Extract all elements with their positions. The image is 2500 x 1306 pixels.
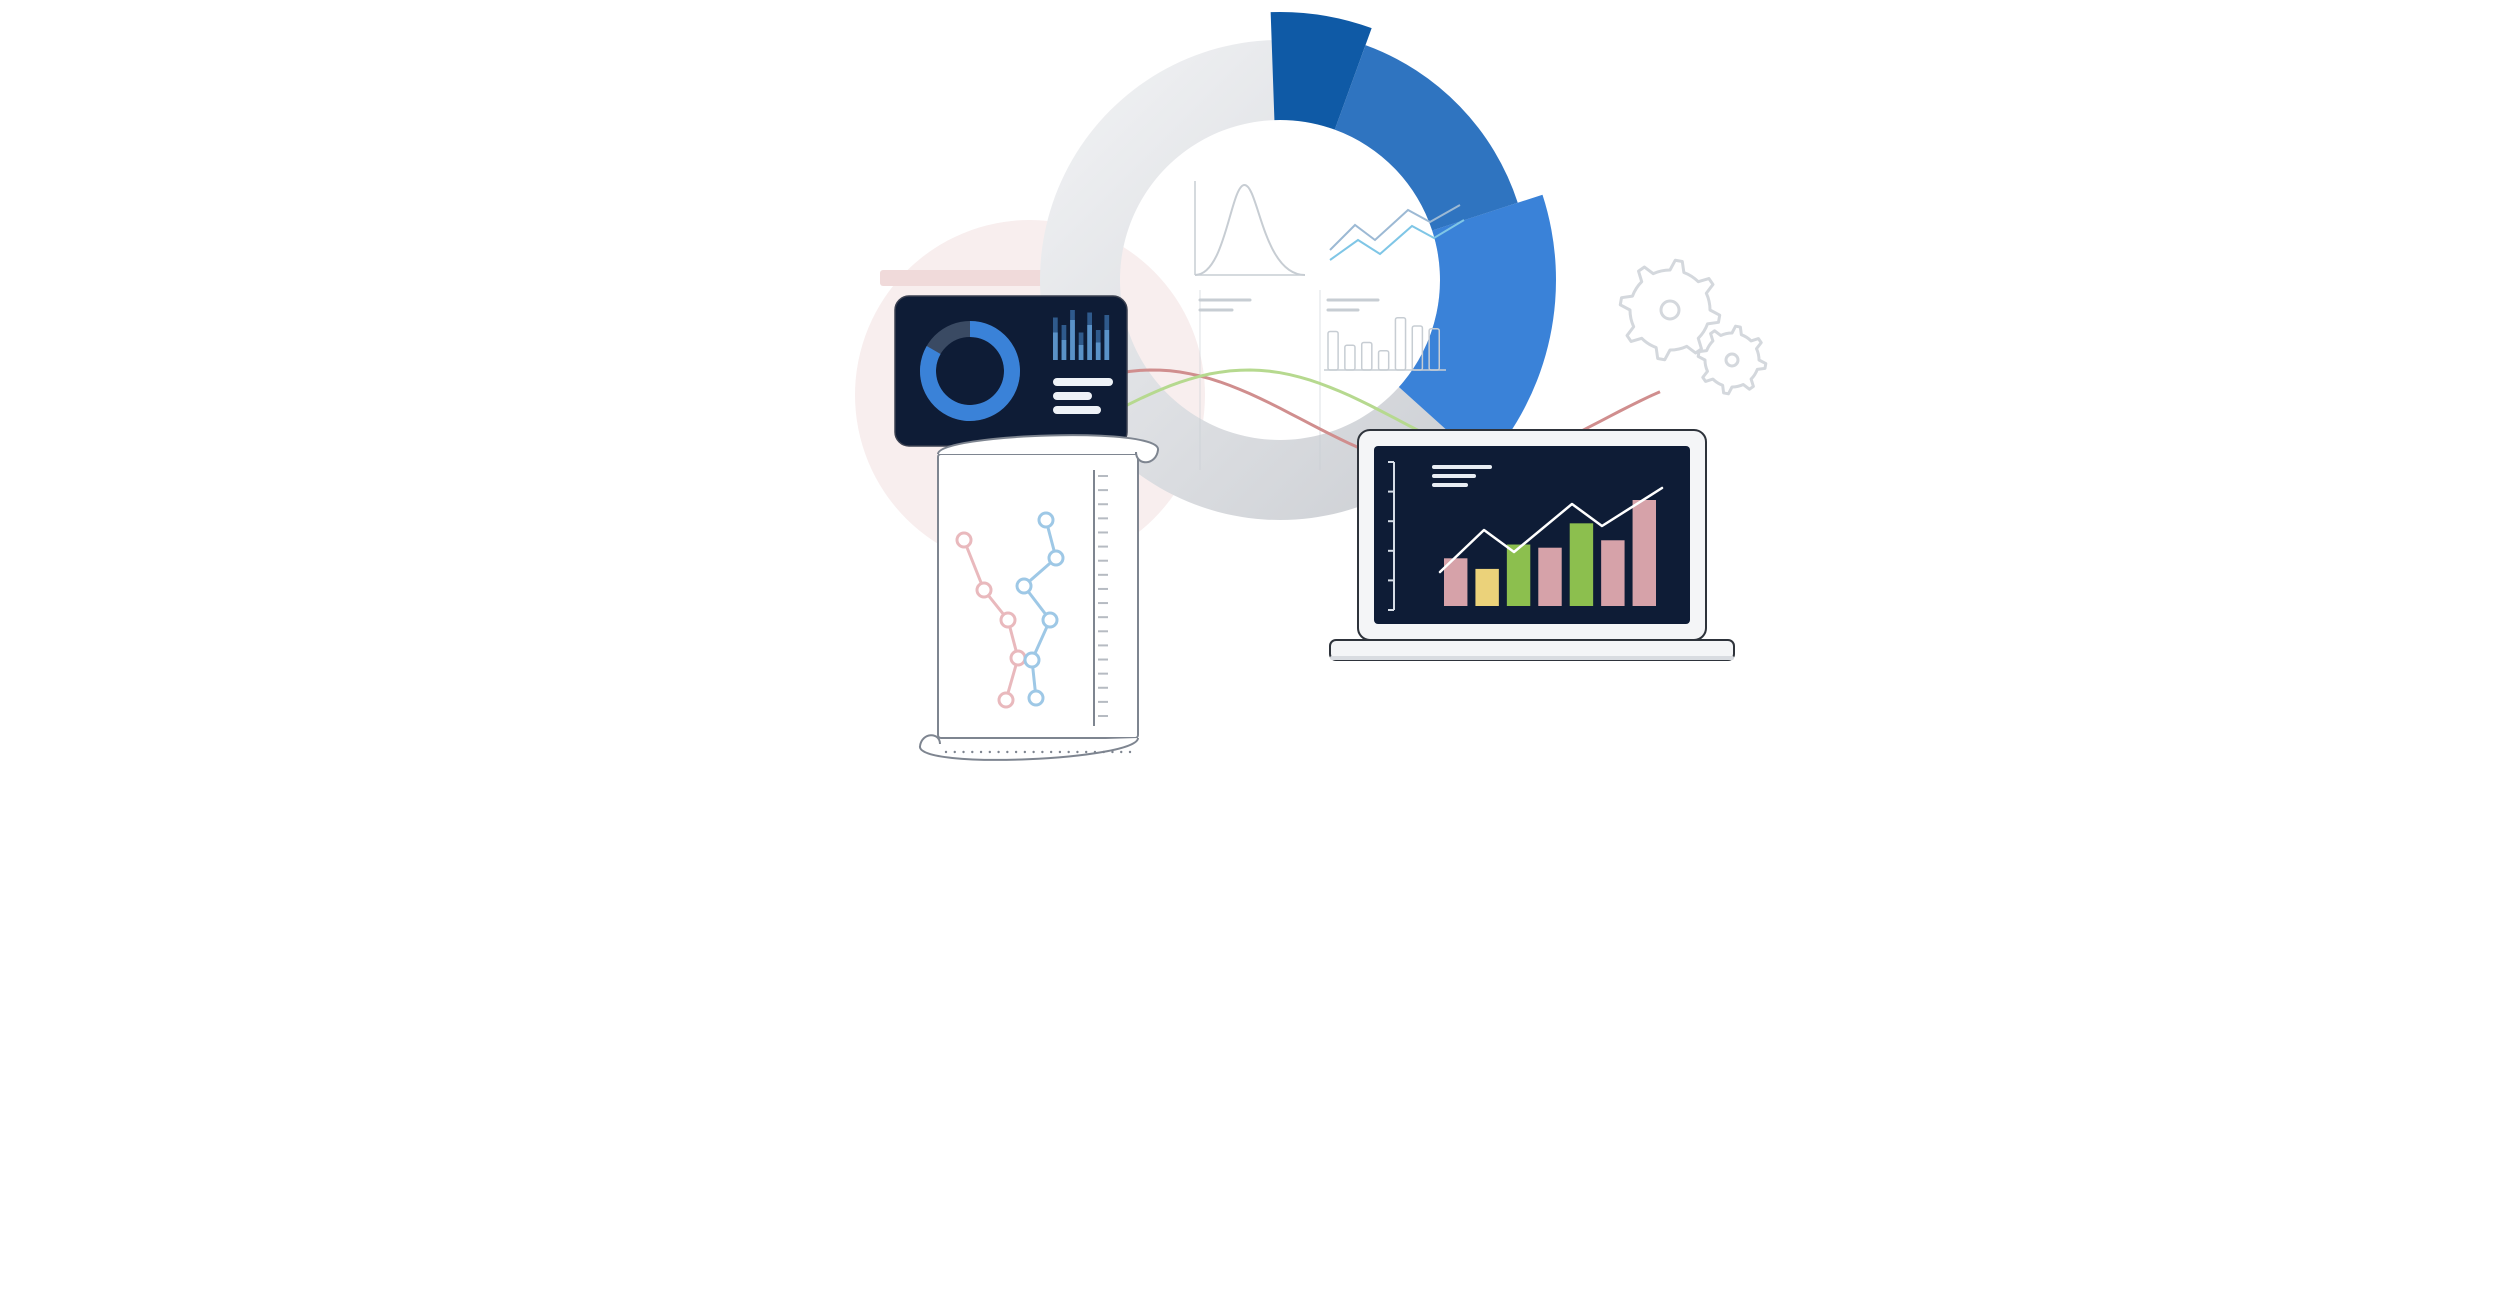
laptop-bar bbox=[1475, 569, 1498, 606]
laptop-bar bbox=[1570, 523, 1593, 606]
laptop-bar bbox=[1538, 548, 1561, 606]
paper-scroll bbox=[920, 435, 1158, 760]
laptop-bar bbox=[1601, 540, 1624, 606]
donut-slice bbox=[1335, 45, 1518, 230]
laptop-bar bbox=[1507, 545, 1530, 606]
dashboard-card bbox=[895, 296, 1127, 446]
gears-icon bbox=[1620, 260, 1766, 394]
infographic-stage bbox=[500, 0, 2000, 784]
infographic-svg bbox=[500, 0, 2000, 784]
laptop-bar bbox=[1633, 500, 1656, 606]
laptop bbox=[1330, 430, 1734, 660]
